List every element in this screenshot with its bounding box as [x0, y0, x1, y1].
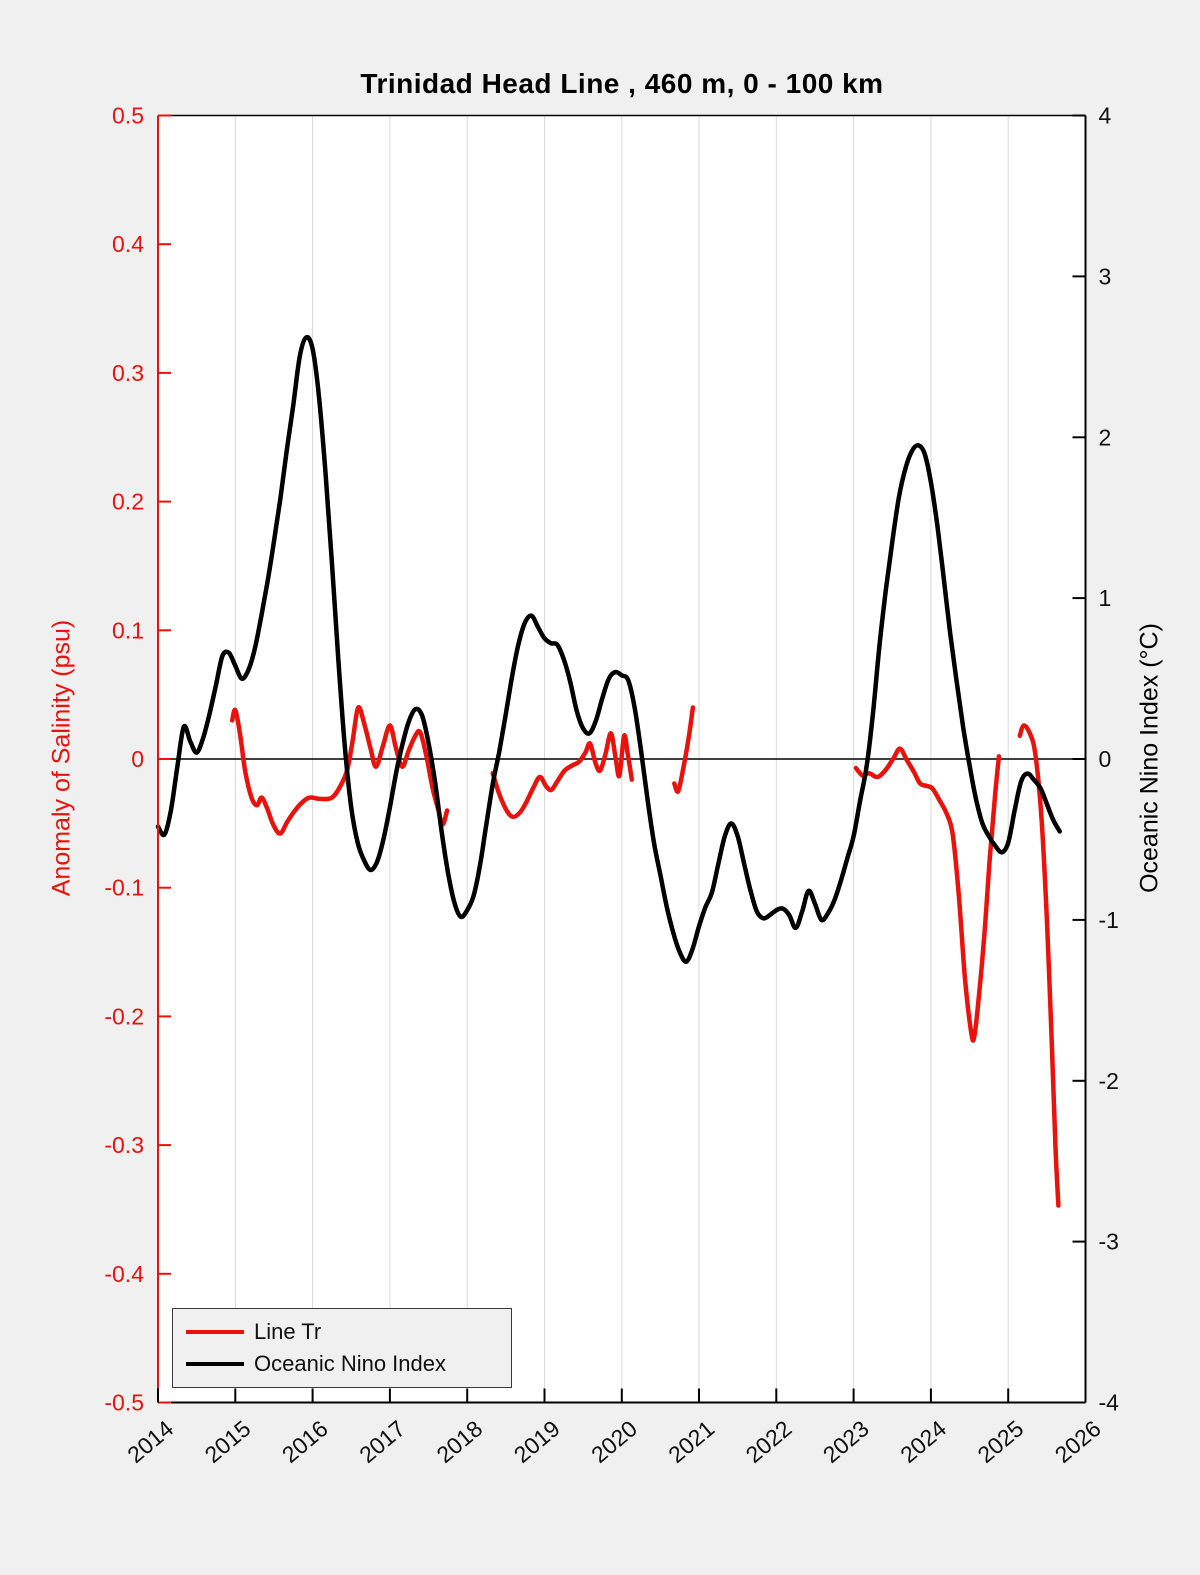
- right-tick-label-3: 3: [1099, 263, 1112, 289]
- right-tick-label--4: -4: [1099, 1390, 1120, 1416]
- left-tick-label-0: 0: [131, 746, 144, 772]
- x-tick-label-group-2021: 2021: [663, 1415, 719, 1468]
- x-tick-label-2023: 2023: [818, 1415, 874, 1468]
- x-tick-label-2024: 2024: [895, 1415, 951, 1468]
- x-tick-label-group-2025: 2025: [973, 1415, 1029, 1468]
- left-tick-label-0.4: 0.4: [112, 231, 144, 257]
- x-tick-label-2017: 2017: [354, 1415, 410, 1468]
- salinity-anomaly-line-segment-2: [490, 731, 635, 820]
- x-tick-label-group-2024: 2024: [895, 1415, 951, 1468]
- right-tick-label-4: 4: [1099, 103, 1112, 129]
- oceanic-nino-index-line: [155, 334, 1062, 964]
- left-axis-label: Anomaly of Salinity (psu): [47, 619, 76, 897]
- x-tick-label-group-2016: 2016: [277, 1415, 333, 1468]
- chart-title: Trinidad Head Line , 460 m, 0 - 100 km: [360, 68, 884, 99]
- salinity-anomaly-line-segment-4: [853, 746, 1002, 1043]
- left-tick-label--0.1: -0.1: [104, 875, 144, 901]
- x-tick-label-group-2019: 2019: [509, 1415, 565, 1468]
- x-tick-label-2014: 2014: [122, 1415, 178, 1468]
- x-tick-label-group-2020: 2020: [586, 1415, 642, 1468]
- right-tick-label--2: -2: [1099, 1068, 1119, 1094]
- left-tick-label--0.5: -0.5: [104, 1390, 144, 1416]
- left-tick-label--0.4: -0.4: [104, 1261, 144, 1287]
- left-tick-label-0.3: 0.3: [112, 360, 144, 386]
- legend-label-oceanic-nino-index: Oceanic Nino Index: [254, 1351, 446, 1376]
- x-tick-label-group-2015: 2015: [200, 1415, 256, 1468]
- left-tick-label-0.5: 0.5: [112, 103, 144, 129]
- left-tick-label--0.3: -0.3: [104, 1132, 144, 1158]
- right-axis-label: Oceanic Nino Index (°C): [1135, 623, 1164, 893]
- x-tick-label-2015: 2015: [200, 1415, 256, 1468]
- x-tick-label-group-2026: 2026: [1050, 1415, 1106, 1468]
- x-tick-label-2016: 2016: [277, 1415, 333, 1468]
- x-tick-label-2019: 2019: [509, 1415, 565, 1468]
- x-tick-label-group-2018: 2018: [432, 1415, 488, 1468]
- x-tick-label-group-2014: 2014: [122, 1415, 178, 1468]
- legend-label-line-tr: Line Tr: [254, 1319, 322, 1344]
- x-tick-label-2022: 2022: [741, 1415, 797, 1468]
- x-tick-label-group-2023: 2023: [818, 1415, 874, 1468]
- x-tick-label-2020: 2020: [586, 1415, 642, 1468]
- oceanic-nino-index-swatch: [186, 1361, 244, 1367]
- legend: Line Tr Oceanic Nino Index: [172, 1308, 512, 1388]
- left-tick-label--0.2: -0.2: [104, 1003, 144, 1029]
- x-tick-label-group-2017: 2017: [354, 1415, 410, 1468]
- x-tick-label-2018: 2018: [432, 1415, 488, 1468]
- x-tick-label-2021: 2021: [663, 1415, 719, 1468]
- left-tick-label-0.2: 0.2: [112, 489, 144, 515]
- x-tick-label-group-2022: 2022: [741, 1415, 797, 1468]
- salinity-anomaly-line-segment-3: [672, 705, 696, 794]
- right-tick-label--3: -3: [1099, 1229, 1119, 1255]
- right-tick-label-0: 0: [1099, 746, 1112, 772]
- right-tick-label-2: 2: [1099, 424, 1112, 450]
- line-tr-swatch: [186, 1329, 244, 1335]
- right-tick-label-1: 1: [1099, 585, 1112, 611]
- x-tick-label-2026: 2026: [1050, 1415, 1106, 1468]
- left-tick-label-0.1: 0.1: [112, 617, 144, 643]
- legend-item-oceanic-nino-index: Oceanic Nino Index: [173, 1348, 511, 1380]
- salinity-anomaly-line-segment-5: [1017, 723, 1061, 1208]
- right-tick-label--1: -1: [1099, 907, 1119, 933]
- legend-item-line-tr: Line Tr: [173, 1316, 511, 1348]
- x-tick-label-2025: 2025: [973, 1415, 1029, 1468]
